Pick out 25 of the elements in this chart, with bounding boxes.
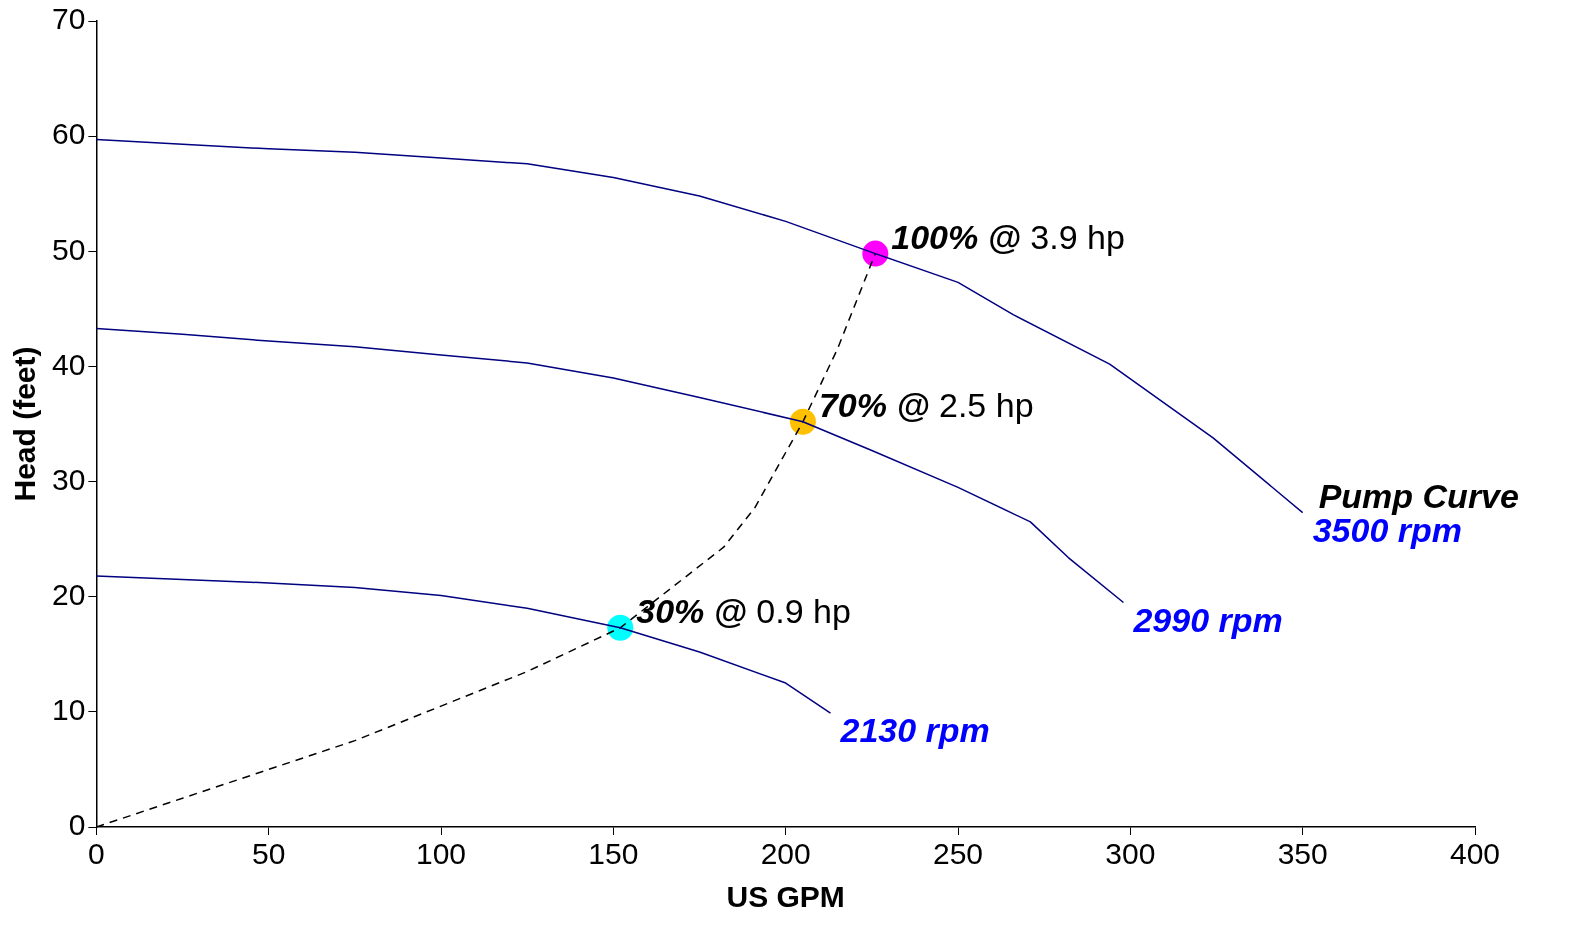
x-tick-label: 250 (932, 837, 984, 871)
x-tick-label: 50 (252, 837, 286, 871)
y-tick-label: 60 (51, 117, 86, 151)
y-tick-label: 70 (51, 2, 86, 36)
series-label: 2990 rpm (1132, 600, 1283, 639)
x-tick-label: 150 (588, 837, 639, 871)
series-label: 2130 rpm (839, 711, 990, 750)
x-tick-label: 100 (416, 837, 467, 871)
x-tick-label: 350 (1277, 837, 1328, 871)
y-tick-label: 40 (51, 347, 86, 381)
point (862, 240, 889, 267)
y-tick-label: 30 (51, 462, 86, 496)
annotation: Pump Curve (1318, 477, 1519, 516)
x-tick-label: 300 (1105, 837, 1156, 871)
y-tick-label: 50 (51, 232, 86, 266)
x-tick-label: 200 (760, 837, 811, 871)
y-axis-title: Head (feet) (8, 346, 42, 502)
x-tick-label: 400 (1449, 837, 1501, 871)
annotation: 70% @ 2.5 hp (818, 386, 1034, 425)
y-tick-label: 0 (68, 808, 86, 842)
y-tick-label: 20 (51, 577, 86, 611)
x-axis-title: US GPM (726, 880, 845, 914)
annotation: 100% @ 3.9 hp (891, 217, 1125, 256)
annotation: 30% @ 0.9 hp (636, 592, 851, 631)
y-tick-label: 10 (51, 693, 86, 727)
